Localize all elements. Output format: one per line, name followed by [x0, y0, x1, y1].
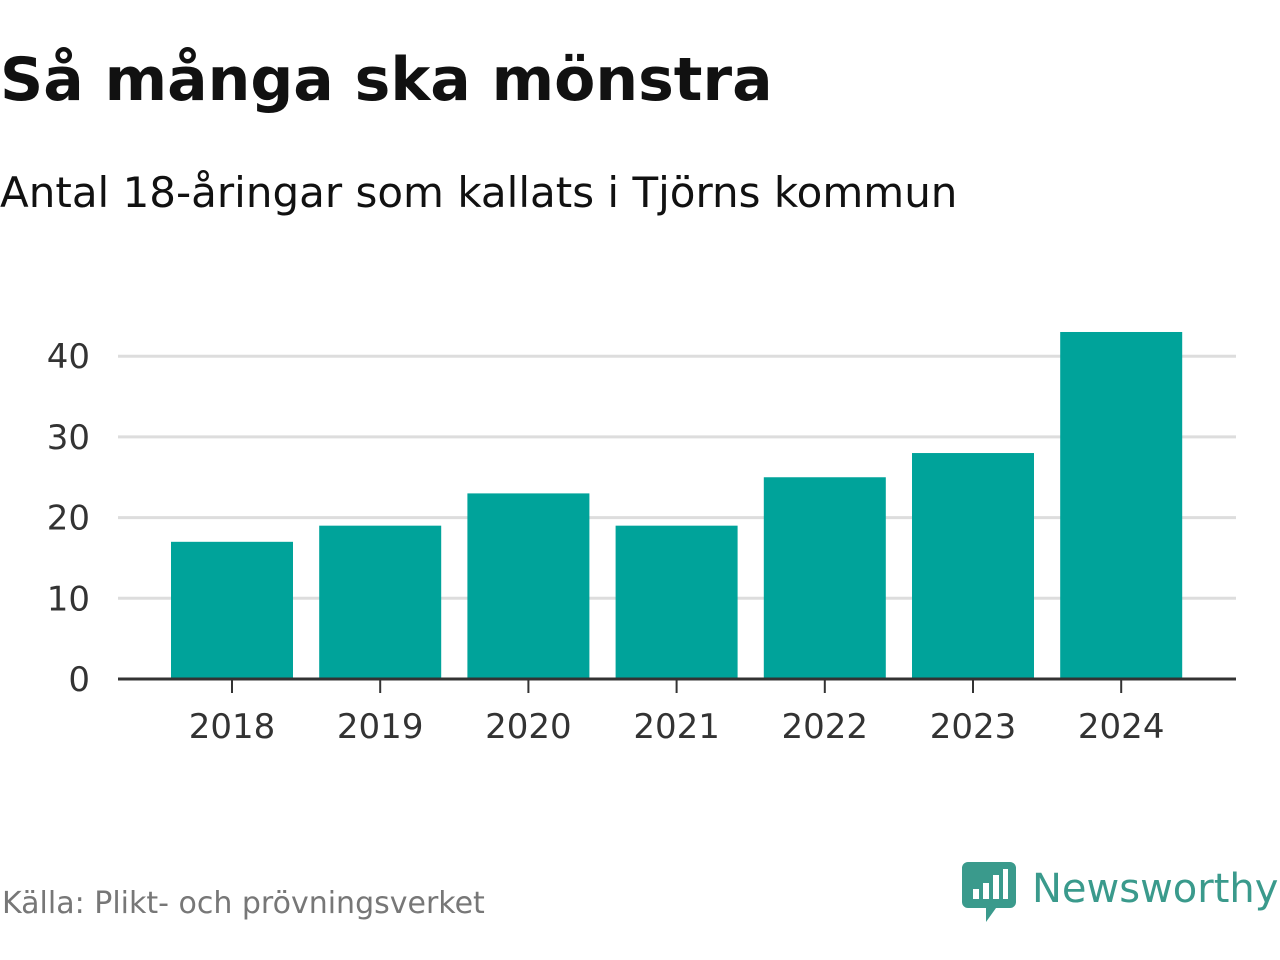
- x-tick-label: 2024: [1078, 707, 1165, 747]
- x-tick-label: 2023: [930, 707, 1017, 747]
- bar-2020: [467, 493, 590, 679]
- x-tick-label: 2018: [189, 707, 276, 747]
- chart-subtitle: Antal 18-åringar som kallats i Tjörns ko…: [0, 168, 958, 217]
- y-tick-label: 30: [47, 418, 90, 458]
- newsworthy-logo-icon: [962, 862, 1016, 922]
- x-tick-label: 2020: [485, 707, 572, 747]
- bar-2023: [912, 453, 1034, 679]
- bar-2019: [319, 525, 442, 679]
- bar-2024: [1060, 331, 1183, 679]
- y-tick-label: 10: [47, 579, 90, 619]
- chart-title: Så många ska mönstra: [0, 45, 773, 115]
- axes: [118, 677, 1236, 693]
- bar-2021: [615, 525, 738, 679]
- x-tick-label: 2019: [337, 707, 424, 747]
- source-note: Källa: Plikt- och prövningsverket: [2, 886, 485, 921]
- bar-2022: [763, 477, 886, 679]
- bar-2018: [171, 541, 293, 679]
- y-tick-label: 40: [47, 337, 90, 377]
- y-tick-label: 20: [47, 499, 90, 539]
- tick-labels: 0 10 20 30 40 2018 2019 2020 2021 2022 2023 2024: [47, 337, 1165, 747]
- x-tick-label: 2022: [782, 707, 869, 747]
- brand-logo: Newsworthy: [962, 862, 1278, 928]
- bars: [171, 331, 1183, 679]
- y-tick-label: 0: [68, 660, 90, 700]
- brand-name: Newsworthy: [1032, 866, 1279, 912]
- x-tick-label: 2021: [633, 707, 720, 747]
